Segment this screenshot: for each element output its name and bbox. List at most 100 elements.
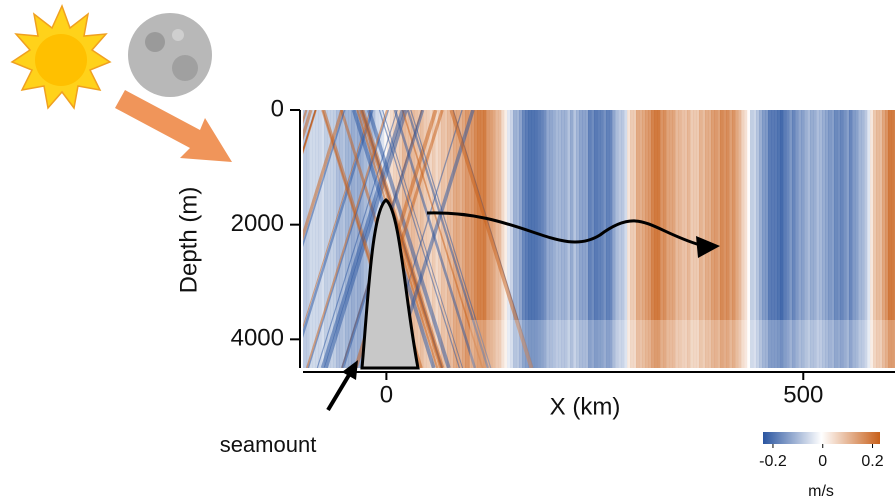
field-stripe (306, 110, 310, 368)
field-stripe (621, 110, 625, 368)
field-stripe (540, 110, 544, 368)
field-stripe (534, 110, 538, 368)
field-stripe (864, 110, 868, 368)
field-stripe (648, 110, 652, 368)
field-stripe (522, 110, 526, 368)
field-beam (401, 110, 484, 368)
field-stripe (429, 110, 433, 368)
field-stripe (423, 110, 427, 368)
field-stripe (792, 110, 796, 368)
field-stripe (714, 110, 718, 368)
y-axis-label: Depth (m) (175, 187, 202, 294)
field-stripe (357, 110, 361, 368)
field-beam (305, 110, 388, 368)
field-stripe (516, 110, 520, 368)
seamount (360, 198, 420, 370)
field-stripe (870, 110, 874, 368)
field-stripe (654, 110, 658, 368)
field-stripe (657, 110, 661, 368)
field-stripe (801, 110, 805, 368)
field-stripe (651, 110, 655, 368)
field-beam (449, 110, 534, 368)
field-stripe (336, 110, 340, 368)
field-stripe (531, 110, 535, 368)
field-stripe (795, 110, 799, 368)
colorbar-tick-label: -0.2 (759, 453, 787, 470)
field-stripe (474, 110, 478, 368)
field-stripe (615, 110, 619, 368)
field-beam (316, 110, 398, 368)
field-stripe (750, 110, 754, 368)
field-stripe (612, 110, 616, 368)
field-stripe (510, 110, 514, 368)
field-stripe (456, 110, 460, 368)
field-stripe (777, 110, 781, 368)
field-stripe (624, 110, 628, 368)
field-stripe (570, 110, 574, 368)
field-stripe (417, 110, 421, 368)
field-stripe (573, 110, 577, 368)
field-stripe (891, 110, 895, 368)
colorbar-tick-label: 0 (818, 453, 827, 470)
colorbar-tick-label: 0.2 (861, 453, 883, 470)
field-stripe (840, 110, 844, 368)
field-stripe (843, 110, 847, 368)
field-stripe (816, 110, 820, 368)
field-stripe (708, 110, 712, 368)
field-stripe (780, 110, 784, 368)
x-tick-label: 0 (380, 381, 393, 408)
field-stripe (315, 110, 319, 368)
field-beam (378, 110, 461, 368)
field-stripe (444, 110, 448, 368)
field-stripe (525, 110, 529, 368)
field-beam (307, 110, 390, 368)
field-stripe (501, 110, 505, 368)
field-stripe (318, 110, 322, 368)
seamount-pointer (326, 368, 354, 412)
field-stripe (567, 110, 571, 368)
field-stripe (765, 110, 769, 368)
field-stripe (438, 110, 442, 368)
field-stripe (600, 110, 604, 368)
velocity-field (303, 110, 895, 368)
field-stripe (504, 110, 508, 368)
field-stripe (465, 110, 469, 368)
field-stripe (597, 110, 601, 368)
field-stripe (798, 110, 802, 368)
field-stripe (825, 110, 829, 368)
field-stripe (789, 110, 793, 368)
field-stripe (867, 110, 871, 368)
field-stripe (822, 110, 826, 368)
field-stripe (582, 110, 586, 368)
field-stripe (630, 110, 634, 368)
field-stripe (543, 110, 547, 368)
field-stripe (519, 110, 523, 368)
field-stripe (453, 110, 457, 368)
field-stripe (327, 110, 331, 368)
field-stripe (753, 110, 757, 368)
field-stripe (756, 110, 760, 368)
field-stripe (435, 110, 439, 368)
field-stripe (351, 110, 355, 368)
field-stripe (732, 110, 736, 368)
field-stripe (834, 110, 838, 368)
field-stripe (726, 110, 730, 368)
field-stripe (666, 110, 670, 368)
field-stripe (561, 110, 565, 368)
field-stripe (810, 110, 814, 368)
annotation: seamount (220, 432, 317, 457)
field-stripe (486, 110, 490, 368)
overlay (299, 110, 895, 412)
field-stripe (312, 110, 316, 368)
y-tick-label: 4000 (231, 325, 284, 352)
field-stripe (858, 110, 862, 368)
wave-arrow (426, 211, 701, 247)
field-stripe (537, 110, 541, 368)
field-stripe (321, 110, 325, 368)
field-stripe (852, 110, 856, 368)
field-stripe (498, 110, 502, 368)
field-stripe (759, 110, 763, 368)
field-stripe (450, 110, 454, 368)
field-stripe (579, 110, 583, 368)
field-beam (320, 110, 405, 368)
